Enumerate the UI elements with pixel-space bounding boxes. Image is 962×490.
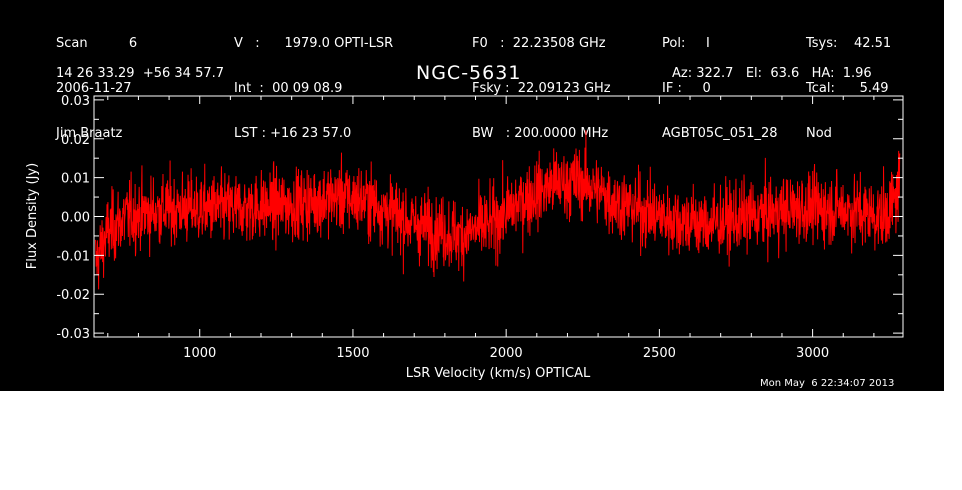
integration-line: Int : 00 09 08.9: [234, 81, 343, 96]
header-scan-info: Scan 6 2006-11-27 Jim Braatz: [56, 6, 137, 156]
y-tick-label: 0.02: [61, 133, 90, 148]
nod-line: Nod: [806, 126, 832, 141]
x-axis-title: LSR Velocity (km/s) OPTICAL: [406, 366, 591, 381]
header-tsys-info: Tsys: 42.51 Tcal: 5.49 Nod: [806, 6, 891, 156]
y-tick-label: -0.01: [56, 249, 90, 264]
az-el-ha: Az: 322.7 El: 63.6 HA: 1.96: [672, 66, 872, 81]
y-tick-label: -0.03: [56, 327, 90, 342]
y-tick-label: 0.00: [61, 211, 90, 226]
x-tick-label: 3000: [796, 346, 829, 361]
fsky-line: Fsky : 22.09123 GHz: [472, 81, 611, 96]
velocity-line: V : 1979.0 OPTI-LSR: [234, 36, 394, 51]
header-velocity-info: V : 1979.0 OPTI-LSR Int : 00 09 08.9 LST…: [234, 6, 393, 156]
x-tick-label: 1000: [183, 346, 216, 361]
lst-line: LST : +16 23 57.0: [234, 126, 352, 141]
x-tick-labels: 1000 1500 2000 2500 3000: [183, 346, 829, 361]
if-line: IF : 0: [662, 81, 711, 96]
project-line: AGBT05C_051_28: [662, 126, 778, 141]
timestamp: Mon May 6 22:34:07 2013: [760, 378, 895, 389]
source-title: NGC-5631: [416, 62, 522, 84]
observer-line: Jim Braatz: [56, 126, 123, 141]
y-tick-label: 0.03: [61, 94, 90, 109]
scan-line: Scan 6: [56, 36, 138, 51]
spectrum-trace-group: [95, 130, 901, 290]
y-axis-title: Flux Density (Jy): [25, 163, 40, 269]
x-tick-label: 1500: [336, 346, 369, 361]
y-tick-label: 0.01: [61, 172, 90, 187]
axis-ticks: [94, 96, 903, 337]
bw-line: BW : 200.0000 MHz: [472, 126, 609, 141]
x-tick-label: 2500: [643, 346, 676, 361]
x-tick-label: 2000: [490, 346, 523, 361]
date-line: 2006-11-27: [56, 81, 132, 96]
f0-line: F0 : 22.23508 GHz: [472, 36, 606, 51]
tcal-line: Tcal: 5.49: [806, 81, 889, 96]
coordinates: 14 26 33.29 +56 34 57.7: [56, 66, 225, 81]
header-frequency-info: F0 : 22.23508 GHz Fsky : 22.09123 GHz BW…: [472, 6, 611, 156]
spectrum-trace: [95, 130, 901, 290]
y-tick-label: -0.02: [56, 288, 90, 303]
pol-line: Pol: I: [662, 36, 710, 51]
y-tick-labels: -0.03 -0.02 -0.01 0.00 0.01 0.02 0.03: [56, 94, 90, 342]
header-pol-info: Pol: I IF : 0 AGBT05C_051_28: [662, 6, 778, 156]
tsys-line: Tsys: 42.51: [806, 36, 892, 51]
